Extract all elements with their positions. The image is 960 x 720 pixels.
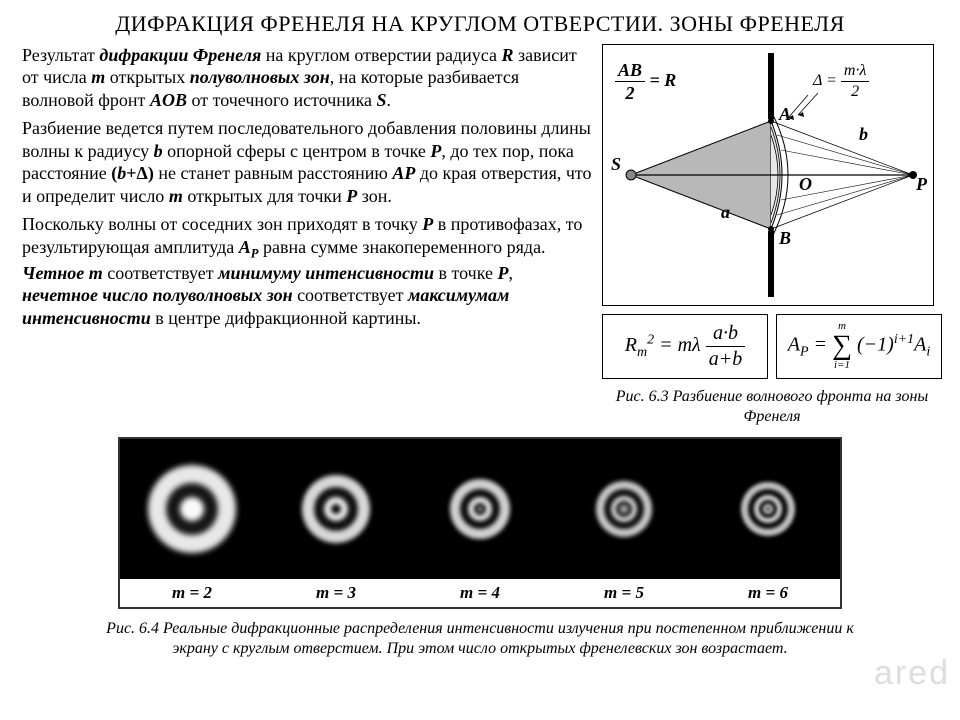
pattern-cell-4 [408,439,552,579]
pattern-cell-3 [264,439,408,579]
pattern-label-6: m = 6 [696,579,840,607]
pattern-label-5: m = 5 [552,579,696,607]
formula-ap: AP = m∑i=1 (−1)i+1Ai [776,314,942,379]
label-S: S [611,153,621,176]
caption-fig64: Рис. 6.4 Реальные дифракционные распреде… [60,619,900,659]
paragraph-1: Результат дифракции Френеля на круглом о… [22,44,592,112]
formula-delta: Δ = m·λ2 [813,61,869,102]
label-P: P [916,173,927,196]
pattern-label-2: m = 2 [120,579,264,607]
fresnel-diagram: S A B O P a b AB2 = R Δ = m·λ2 [602,44,934,306]
label-B: B [779,227,791,250]
paragraph-2: Разбиение ведется путем последовательног… [22,117,592,207]
label-A: A [779,103,791,126]
formula-ab2r: AB2 = R [615,59,676,105]
page-title: ДИФРАКЦИЯ ФРЕНЕЛЯ НА КРУГЛОМ ОТВЕРСТИИ. … [0,0,960,44]
formula-rm: Rm2 = mλ a·ba+b [602,314,768,379]
diffraction-patterns: m = 2m = 3m = 4m = 5m = 6 [118,437,842,609]
text-column: Результат дифракции Френеля на круглом о… [22,44,592,427]
paragraph-3: Поскольку волны от соседних зон приходят… [22,213,592,329]
formula-row: Rm2 = mλ a·ba+b AP = m∑i=1 (−1)i+1Ai [602,314,942,379]
upper-section: Результат дифракции Френеля на круглом о… [0,44,960,427]
label-a: a [721,201,730,224]
pattern-cell-5 [552,439,696,579]
lower-section: m = 2m = 3m = 4m = 5m = 6 Рис. 6.4 Реаль… [0,437,960,659]
pattern-cell-6 [696,439,840,579]
pattern-label-3: m = 3 [264,579,408,607]
caption-fig63: Рис. 6.3 Разбиение волнового фронта на з… [602,387,942,427]
figure-column: S A B O P a b AB2 = R Δ = m·λ2 Rm2 = mλ … [602,44,942,427]
label-b: b [859,123,868,146]
label-O: O [799,173,812,196]
pattern-cell-2 [120,439,264,579]
pattern-label-4: m = 4 [408,579,552,607]
